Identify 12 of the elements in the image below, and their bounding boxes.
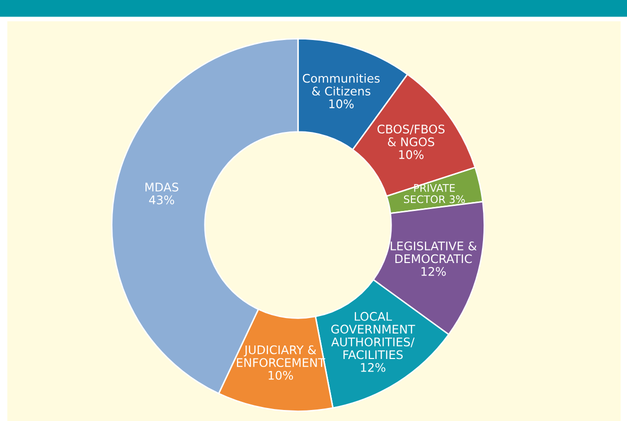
data-label: 10% (399, 150, 424, 160)
slice-label: MDAS (145, 182, 178, 192)
slice-label: Communities & Citizens (302, 74, 380, 96)
slice-label: PRIVATE SECTOR 3% (404, 184, 465, 204)
slice-label: LEGISLATIVE & DEMOCRATIC (390, 241, 477, 264)
data-label: 12% (361, 362, 386, 372)
data-label: 10% (329, 99, 354, 108)
data-label: 10% (268, 370, 293, 380)
slice-label: CBOS/FBOS & NGOS (378, 124, 445, 146)
slice-label: LOCAL GOVERNMENT AUTHORITIES/ FACILITIES (331, 312, 416, 360)
data-label: 43% (149, 195, 174, 204)
data-label: 12% (421, 267, 446, 276)
